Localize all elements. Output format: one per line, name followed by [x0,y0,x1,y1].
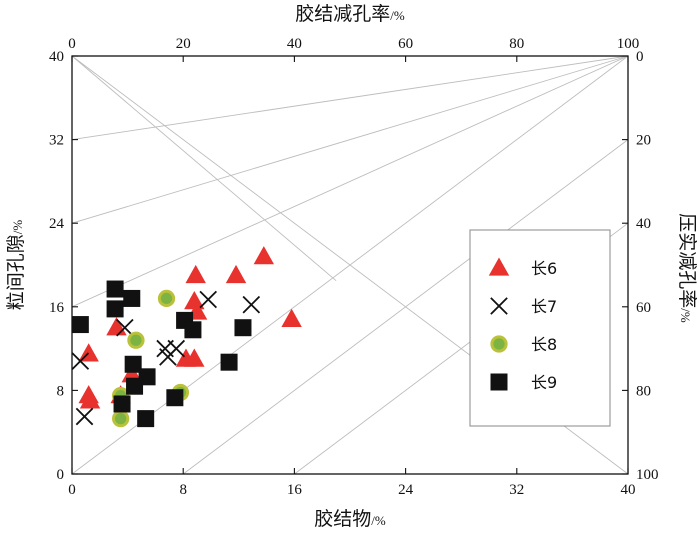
point-square [166,389,184,407]
x-axis-title-main: 胶结物 [314,508,371,530]
cross-stroke [490,297,508,315]
plot-frame [71,55,629,475]
top-tick-label: 40 [287,36,302,52]
x-tick-label: 16 [287,482,303,498]
legend: 长6 长7 长8 长9 [488,257,557,392]
point-triangle [253,246,275,265]
point-cross [167,339,186,358]
right-tick-label: 40 [636,216,651,232]
point-cross [71,352,90,370]
y-tick-label: 40 [49,49,64,65]
point-cross [199,290,218,309]
legend-label: 长9 [531,373,557,392]
top-tick-label: 100 [617,36,640,52]
legend-marker-cross [490,297,508,315]
top-tick-label: 80 [509,36,524,52]
cross-stroke [75,407,94,426]
x-axis-title-unit: /% [371,513,386,528]
top-tick-label: 20 [176,36,191,52]
point-cross [75,407,94,426]
cross-stroke [116,318,134,337]
right-tick-label: 80 [636,383,651,399]
cross-stroke [242,295,261,314]
y-tick-label: 32 [49,133,64,149]
guide-line [71,55,337,282]
top-axis-title: 胶结减孔率/% [295,3,405,25]
legend-label: 长8 [531,335,557,354]
top-tick-label: 0 [68,36,76,52]
legend-box [469,229,611,427]
point-square [113,395,131,413]
x-tick-label: 24 [398,482,414,498]
point-square [106,300,124,318]
point-triangle [184,348,205,367]
legend-label: 长6 [531,259,557,278]
series-4 [71,280,252,428]
legend-item: 长7 [490,297,557,316]
guide-line [71,55,629,141]
cross-stroke [199,290,218,309]
guide-line [71,55,629,224]
top-tick-label: 60 [398,36,413,52]
legend-marker-circle [490,335,508,353]
point-square [71,316,89,334]
right-axis-title-unit: /% [678,308,693,323]
x-tick-label: 0 [68,482,76,498]
y-tick-label: 24 [49,216,65,232]
series-2 [71,290,261,426]
data-points [71,246,302,428]
y-axis-title: 粒间孔隙/% [5,220,27,311]
legend-item: 长8 [490,335,557,354]
y-tick-label: 8 [57,383,65,399]
y-axis-title-unit: /% [10,220,25,235]
legend-item: 长9 [490,373,557,392]
point-cross [116,318,134,337]
y-axis-title-main: 粒间孔隙 [5,234,27,310]
point-triangle [281,308,302,327]
cross-stroke [71,352,90,370]
cross-stroke [167,339,186,358]
top-axis-title-main: 胶结减孔率 [295,3,390,25]
point-square [138,368,156,386]
point-circle [112,409,130,428]
point-triangle [184,291,205,310]
legend-marker-triangle [488,257,510,276]
point-circle [157,289,176,308]
right-tick-label: 0 [636,49,644,65]
legend-label: 长7 [531,297,557,316]
y-tick-label: 0 [57,467,65,483]
right-tick-label: 20 [636,133,651,149]
point-triangle [185,264,206,284]
right-tick-label: 100 [636,467,659,483]
guide-line [182,139,629,475]
point-square [220,353,238,371]
point-square [106,280,124,298]
guide-line [71,55,629,475]
guide-line [71,55,629,308]
point-square [137,410,155,428]
top-axis-title-unit: /% [390,8,405,23]
point-cross [242,295,261,314]
x-tick-label: 40 [621,482,636,498]
x-axis-title: 胶结物/% [314,508,386,530]
point-square [124,355,142,373]
right-axis-title-main: 压实减孔率 [676,213,698,308]
right-tick-label: 60 [636,300,651,316]
point-square [123,289,141,307]
point-square [184,321,202,339]
x-tick-label: 32 [509,482,524,498]
right-axis-title: 压实减孔率/% [676,213,698,323]
point-circle [127,331,145,349]
legend-item: 长6 [488,257,557,278]
y-tick-label: 16 [49,300,65,316]
point-triangle [225,264,247,284]
point-triangle [79,390,101,409]
legend-marker-square [490,373,508,391]
point-square [234,319,252,337]
x-tick-label: 8 [179,482,187,498]
